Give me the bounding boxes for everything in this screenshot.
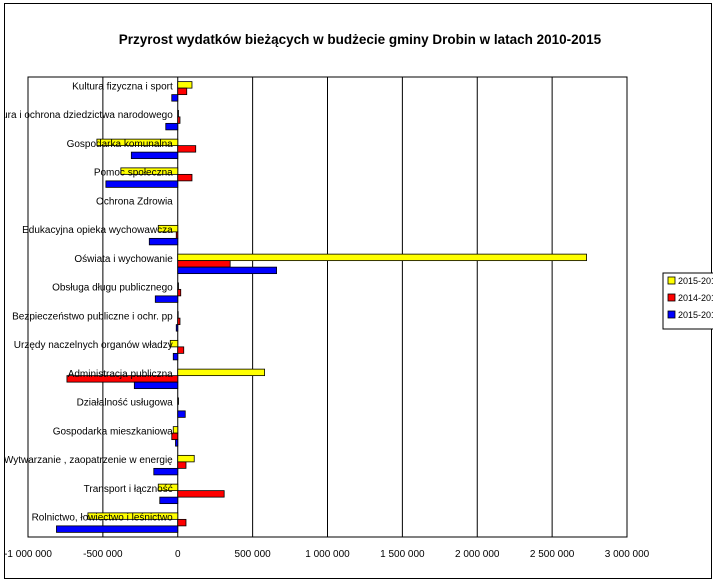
- bar-2015-2014-8: [154, 295, 179, 303]
- bar-2015-2014-2: [165, 122, 179, 131]
- bar-2015-2014-3: [130, 151, 179, 160]
- bar-2015-2010-12: [177, 397, 179, 405]
- bar-2015-2010-13: [172, 426, 179, 434]
- bar-2015-2014-9: [175, 324, 179, 332]
- bar-2015-2010-7: [177, 253, 587, 262]
- x-tick-label: 2 500 000: [530, 549, 575, 560]
- bar-2014-2013-13: [171, 432, 179, 441]
- bar-2014-2013-3: [177, 145, 197, 153]
- bar-2015-2010-16: [87, 512, 179, 520]
- x-tick-label: 1 000 000: [305, 549, 350, 560]
- legend-swatch: [667, 276, 676, 285]
- x-tick-label: 0: [175, 549, 181, 560]
- chart-svg: Przyrost wydatków bieżących w budżecie g…: [5, 32, 713, 560]
- legend-label: 2015-2014: [678, 310, 713, 320]
- bar-2015-2014-15: [159, 496, 179, 505]
- bar-2015-2014-10: [172, 352, 179, 361]
- category-label: Pomoc społeczna: [94, 168, 173, 179]
- bar-2014-2013-9: [177, 317, 181, 326]
- category-labels: Kultura fizyczna i sport Kultura i ochron…: [5, 81, 173, 523]
- bar-2014-2013-16: [177, 518, 187, 527]
- category-label: Wytwarzanie , zaopatrzenie w energię: [5, 455, 173, 466]
- category-label: Edukacyjna opieka wychowawcza: [22, 225, 173, 236]
- bar-2014-2013-15: [177, 490, 225, 498]
- category-label: Rolnictwo, łowiectwo i leśnictwo: [32, 513, 174, 524]
- category-label: Oświata i wychowanie: [74, 254, 173, 265]
- category-label: Kultura i ochrona dziedzictwa narodowego: [5, 110, 173, 121]
- bar-2014-2013-7: [177, 260, 231, 268]
- x-tick-label: -1 000 000: [5, 549, 52, 560]
- legend-swatch: [667, 293, 676, 302]
- legend-label: 2015-2010: [678, 276, 713, 286]
- category-label: Gospodarka komunalna: [67, 139, 174, 150]
- bar-2014-2013-10: [177, 346, 185, 354]
- category-label: Gospodarka mieszkaniowa: [53, 426, 173, 437]
- bar-2015-2014-1: [171, 94, 179, 102]
- bar-2015-2010-3: [96, 138, 179, 147]
- x-tick-label: 1 500 000: [380, 549, 425, 560]
- bar-2015-2014-4: [105, 180, 179, 188]
- legend-label: 2014-2013: [678, 293, 713, 303]
- x-tick-label: 2 000 000: [455, 549, 500, 560]
- bar-2014-2013-6: [175, 231, 179, 239]
- category-label: Obsługa długu publicznego: [52, 283, 173, 294]
- legend: 2015-2010 2014-2013 2015-2014: [662, 272, 713, 330]
- bar-2015-2010-8: [177, 282, 179, 290]
- bar-2014-2013-4: [177, 173, 193, 182]
- grid-lines: [27, 76, 628, 538]
- category-label: Transport i łączność: [84, 484, 173, 495]
- bar-2015-2010-15: [157, 483, 179, 492]
- chart-title: Przyrost wydatków bieżących w budżecie g…: [119, 32, 602, 47]
- bar-2015-2014-13: [175, 439, 179, 447]
- chart-frame: Przyrost wydatków bieżących w budżecie g…: [4, 3, 713, 579]
- bar-2015-2010-14: [177, 454, 195, 463]
- bar-2014-2013-11: [66, 375, 179, 383]
- category-label: Administracja publiczna: [68, 369, 173, 380]
- bar-2015-2014-7: [177, 266, 277, 275]
- bar-2014-2013-8: [177, 288, 182, 297]
- bar-2015-2014-6: [148, 237, 179, 246]
- x-tick-label: 3 000 000: [605, 549, 650, 560]
- bar-2015-2010-2: [177, 109, 179, 118]
- category-label: Ochrona Zdrowia: [96, 196, 173, 207]
- bar-2015-2014-16: [56, 525, 179, 533]
- bar-2015-2010-1: [177, 81, 193, 89]
- x-axis-ticks: -1 000 000 -500 000 0 500 000 1 000 000 1 500…: [5, 549, 650, 560]
- bar-2015-2010-4: [120, 167, 179, 175]
- bar-2015-2010-10: [169, 339, 179, 348]
- bar-2014-2013-14: [177, 461, 187, 469]
- bar-2015-2014-12: [177, 410, 186, 418]
- legend-swatch: [667, 310, 676, 319]
- bar-2015-2014-11: [133, 381, 179, 390]
- category-label: Urzędy naczelnych organów władzy: [14, 340, 173, 351]
- bar-2014-2013-2: [177, 116, 181, 124]
- category-label: Kultura fizyczna i sport: [72, 81, 173, 92]
- category-label: Bezpieczeństwo publiczne i ochr. pp: [12, 311, 173, 322]
- x-tick-label: 500 000: [235, 549, 272, 560]
- bar-2015-2010-6: [157, 224, 179, 233]
- bar-2015-2010-11: [177, 368, 266, 377]
- bar-2014-2013-1: [177, 87, 188, 96]
- bar-2015-2014-14: [153, 467, 179, 476]
- x-tick-label: -500 000: [83, 549, 123, 560]
- category-label: Działalność usługowa: [77, 398, 174, 409]
- bars: [56, 81, 587, 533]
